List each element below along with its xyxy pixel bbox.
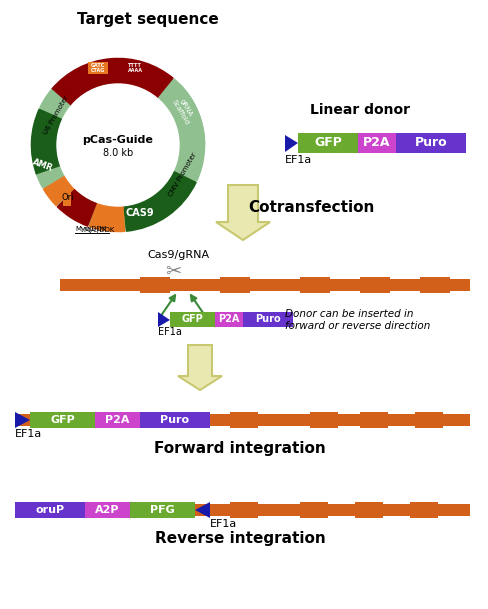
Bar	[15, 502, 85, 518]
Bar	[300, 277, 330, 293]
Bar	[420, 277, 450, 293]
Text: gRNA
Scaffold: gRNA Scaffold	[170, 94, 196, 125]
Circle shape	[57, 84, 179, 206]
Text: CAS9: CAS9	[126, 208, 154, 218]
Polygon shape	[158, 312, 170, 327]
Bar	[358, 133, 396, 153]
Text: AMR: AMR	[32, 157, 55, 173]
Bar	[15, 414, 470, 426]
Text: GATC
CTAG: GATC CTAG	[91, 63, 105, 74]
Bar	[360, 277, 390, 293]
Bar	[415, 412, 443, 428]
Text: Ori: Ori	[62, 192, 74, 202]
Bar	[125, 62, 145, 74]
Text: EF1a: EF1a	[158, 327, 182, 337]
Text: P2A: P2A	[363, 136, 391, 149]
Bar	[130, 502, 195, 518]
Text: Target sequence: Target sequence	[77, 12, 219, 27]
Text: Reverse integration: Reverse integration	[155, 530, 325, 546]
Bar	[30, 412, 95, 428]
Text: EF1a: EF1a	[15, 429, 42, 439]
Polygon shape	[285, 135, 298, 152]
Bar	[355, 502, 383, 518]
Bar	[360, 412, 388, 428]
Text: Myc/DDK: Myc/DDK	[75, 226, 106, 232]
Bar	[88, 62, 108, 74]
Bar	[63, 186, 71, 206]
Text: Forward integration: Forward integration	[154, 440, 326, 456]
Bar	[310, 412, 338, 428]
Text: Donor can be inserted in
forward or reverse direction: Donor can be inserted in forward or reve…	[285, 309, 430, 331]
Bar	[85, 502, 130, 518]
Text: Linear donor: Linear donor	[310, 103, 410, 117]
Polygon shape	[178, 345, 222, 390]
Bar	[396, 133, 466, 153]
Text: EF1a: EF1a	[285, 155, 312, 165]
Text: GFP: GFP	[182, 314, 203, 325]
Bar	[230, 412, 258, 428]
Text: PFG: PFG	[150, 505, 175, 515]
Text: 8.0 kb: 8.0 kb	[103, 148, 133, 158]
Text: Cotransfection: Cotransfection	[248, 200, 374, 215]
Bar	[140, 412, 210, 428]
Bar	[60, 279, 470, 291]
Bar	[170, 312, 215, 327]
Text: TTTT
AAAA: TTTT AAAA	[127, 63, 142, 74]
Polygon shape	[195, 502, 210, 518]
Text: Cas9/gRNA: Cas9/gRNA	[147, 250, 209, 260]
Polygon shape	[15, 412, 30, 428]
Text: GFP: GFP	[314, 136, 342, 149]
Bar	[243, 312, 293, 327]
Text: GFP: GFP	[50, 415, 75, 425]
Bar	[230, 502, 258, 518]
Text: U6 Promoter: U6 Promoter	[42, 94, 69, 135]
Bar	[15, 504, 470, 516]
Bar	[140, 277, 170, 293]
Text: EF1a: EF1a	[210, 519, 237, 529]
Bar	[298, 133, 358, 153]
Bar	[410, 502, 438, 518]
Text: CMV Promoter: CMV Promoter	[168, 152, 198, 198]
Text: Puro: Puro	[255, 314, 281, 325]
Text: A2P: A2P	[95, 505, 120, 515]
Text: ✂: ✂	[165, 261, 181, 281]
Text: P2A: P2A	[105, 415, 130, 425]
Polygon shape	[216, 185, 270, 240]
Bar	[220, 277, 250, 293]
Text: Puro: Puro	[161, 415, 189, 425]
Bar	[95, 412, 140, 428]
Text: pCas-Guide: pCas-Guide	[82, 135, 153, 145]
Bar	[215, 312, 243, 327]
Text: Puro: Puro	[415, 136, 447, 149]
Text: Myc/DDK: Myc/DDK	[83, 227, 114, 233]
Text: P2A: P2A	[218, 314, 240, 325]
Bar	[300, 502, 328, 518]
Text: oruP: oruP	[36, 505, 64, 515]
